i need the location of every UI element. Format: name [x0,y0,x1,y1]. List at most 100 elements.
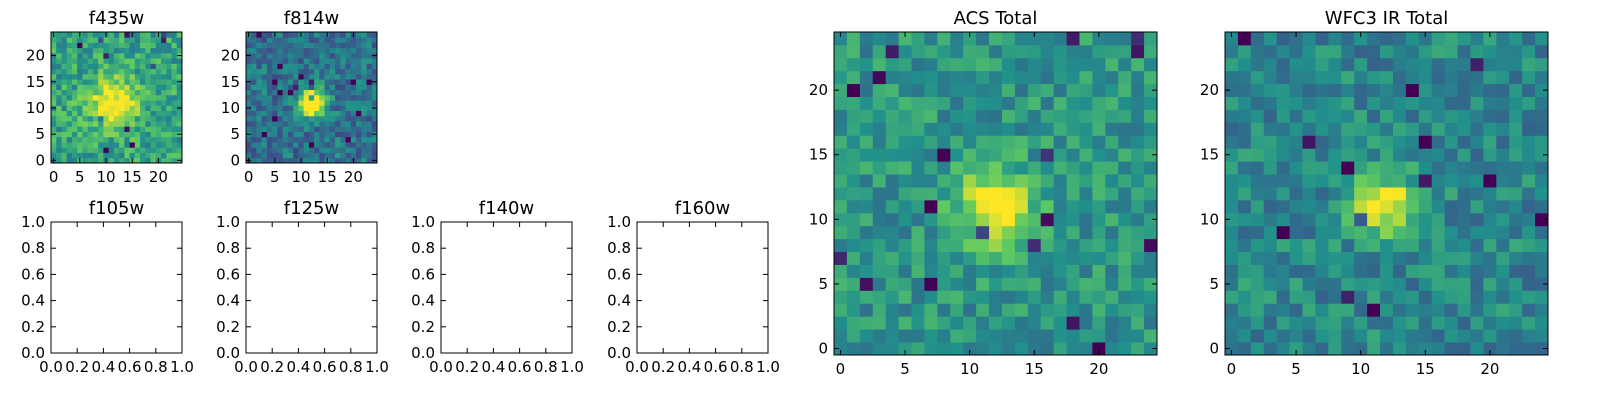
heatmap-cell [885,70,899,85]
heatmap-cell [1444,342,1458,356]
heatmap-cell [361,142,367,148]
x-tick-label: 0 [49,168,59,186]
heatmap-cell [298,42,305,49]
heatmap-cell [150,42,157,49]
heatmap-cell [82,131,89,138]
heatmap-cell [1001,135,1016,149]
heatmap-cell [176,115,183,122]
heatmap-cell [1092,212,1106,227]
heatmap-cell [846,83,861,97]
heatmap-cell [1092,148,1106,162]
heatmap-cell [1354,135,1368,149]
heatmap-cell [834,303,848,317]
heatmap-cell [272,68,278,75]
heatmap-cell [1405,290,1420,304]
heatmap-cell [872,212,887,227]
heatmap-cell [92,68,99,75]
heatmap-cell [950,316,964,330]
heatmap-cell [1315,199,1329,214]
heatmap-cell [129,110,136,117]
heatmap-cell [108,32,115,38]
heatmap-cell [1001,57,1016,72]
heatmap-cell [1418,342,1433,356]
heatmap-cell [911,238,925,253]
heatmap-cell [924,290,938,304]
heatmap-cell [108,100,115,106]
heatmap-cell [1225,251,1239,265]
heatmap-cell [1302,303,1316,317]
heatmap-cell [329,105,336,111]
heatmap-cell [1405,329,1420,343]
heatmap-cell [103,142,110,148]
heatmap-cell [103,42,110,49]
heatmap-cell [1457,109,1471,123]
heatmap-cell [277,105,284,111]
heatmap-cell [82,105,89,111]
heatmap-cell [1522,316,1536,330]
heatmap-cell [66,73,73,80]
heatmap-cell [308,131,315,138]
heatmap-cell [1040,277,1055,291]
heatmap-cell [1470,199,1484,214]
heatmap-cell [989,264,1003,278]
heatmap-cell [1431,329,1446,343]
heatmap-cell [1302,225,1316,240]
heatmap-cell [256,121,263,127]
heatmap-cell [1522,225,1536,240]
heatmap-cell [77,89,83,96]
heatmap-cell [319,152,325,159]
heatmap-cell [303,47,310,54]
heatmap-cell [976,57,990,72]
heatmap-cell [113,126,120,132]
heatmap-cell [251,105,257,111]
heatmap-cell [1001,83,1016,97]
heatmap-cell [293,126,299,132]
heatmap-cell [324,136,331,143]
heatmap-cell [950,70,964,85]
x-tick-label: 20 [1089,360,1108,378]
heatmap-cell [171,126,178,132]
heatmap-cell [1457,161,1471,175]
heatmap-cell [324,58,331,64]
heatmap-cell [1302,212,1316,227]
heatmap-cell [1276,187,1290,201]
heatmap-cell [335,89,341,96]
heatmap-cell [846,44,861,59]
heatmap-cell [1470,122,1484,136]
heatmap-cell [963,251,977,265]
heatmap-cell [885,187,899,201]
heatmap-cell [1315,290,1329,304]
heatmap-cell [314,63,320,70]
heatmap-cell [911,303,925,317]
heatmap-cell [1289,251,1303,265]
heatmap-cell [885,148,899,162]
heatmap-cell [277,94,284,101]
heatmap-cell [872,96,887,110]
heatmap-cell [119,94,125,101]
heatmap-cell [1263,135,1278,149]
heatmap-cell [1225,57,1239,72]
heatmap-cell [976,303,990,317]
heatmap-cell [314,126,320,132]
heatmap-cell [356,52,362,59]
heatmap-cell [335,126,341,132]
heatmap-cell [171,84,178,91]
heatmap-cell [87,136,94,143]
heatmap-cell [314,94,320,101]
heatmap-cell [366,42,373,49]
heatmap-cell [266,110,273,117]
heatmap-cell [976,109,990,123]
heatmap-cell [1431,316,1446,330]
heatmap-cell [361,121,367,127]
y-tick-label: 20 [1200,81,1219,99]
heatmap-cell [319,157,325,164]
heatmap-cell [303,110,310,117]
heatmap-cell [1470,277,1484,291]
heatmap-cell [1053,83,1067,97]
heatmap-cell [140,58,146,64]
heatmap-cell [82,147,89,153]
heatmap-cell [846,122,861,136]
heatmap-cell [1092,303,1106,317]
heatmap-cell [261,131,268,138]
